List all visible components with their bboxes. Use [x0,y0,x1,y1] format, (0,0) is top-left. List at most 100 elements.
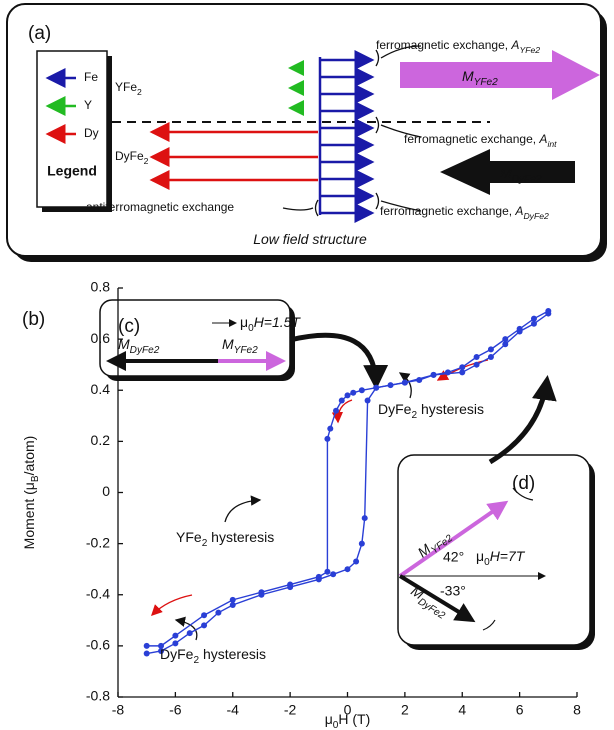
text-run: 0 [484,557,490,568]
text-run: Moment (μ [21,482,37,549]
text-run: YFe2 [234,345,258,356]
text-run: ferromagnetic exchange, [376,38,511,52]
text-run: μ [476,548,484,564]
data-point [530,320,537,327]
exchange-label: ferromagnetic exchange, Aint [404,132,557,149]
text-run: M [222,336,234,352]
data-point [324,568,331,575]
inset-d-pointer [488,375,557,465]
data-point [287,584,294,591]
panel-label: (d) [512,473,535,494]
data-point [516,328,523,335]
text-run: hysteresis [199,646,266,662]
text-run: 2 [144,156,149,166]
legend-label: Y [84,98,92,112]
text-run: ferromagnetic exchange, [404,132,539,146]
data-point [333,407,340,414]
x-tick-label: -2 [284,702,297,718]
y-axis-label: Moment (μB/atom) [21,436,41,550]
panel-label: (a) [28,23,51,44]
data-point [324,435,331,442]
annotation: DyFe2 hysteresis [378,401,484,421]
text-run: M [118,336,130,352]
data-point [487,346,494,353]
data-point [338,397,345,404]
moment-label: MDyFe2 [500,165,542,185]
y-tick-label: 0.4 [91,381,111,397]
data-point [459,369,466,376]
data-point [361,515,368,522]
y-tick-label: -0.8 [86,688,110,704]
moment-arrow-yfe2 [400,50,600,100]
text-run: DyFe2 [523,211,549,221]
text-run: DyFe2 [130,345,160,356]
text-run: H=1.5T [254,314,302,330]
text-run: ferromagnetic exchange, [380,204,515,218]
layer-label: DyFe2 [115,149,149,166]
y-tick-label: -0.6 [86,637,110,653]
data-point [315,576,322,583]
text-run: M [500,165,512,181]
legend-label: Dy [84,126,99,140]
data-point [258,591,265,598]
x-tick-label: 6 [516,702,524,718]
y-tick-label: -0.2 [86,534,110,550]
data-point [158,642,165,649]
x-tick-label: 0 [344,702,352,718]
y-tick-label: 0.8 [91,279,111,295]
text-run: μ [325,711,333,727]
x-tick-label: -8 [112,702,125,718]
moment-label: MDyFe2 [118,336,160,356]
data-point [502,341,509,348]
text-run: hysteresis [207,529,274,545]
y-tick-label: -0.4 [86,585,110,601]
moment-label: MYFe2 [222,336,258,356]
data-point [143,642,150,649]
text-run: hysteresis [417,401,484,417]
text-run: B [30,475,41,482]
inset-d-dy-arrow [398,574,476,623]
y-tick-label: 0 [102,483,110,499]
data-point [158,647,165,654]
inset-d-arcs [482,487,534,631]
text-run: 0 [248,323,254,334]
legend-label: Fe [84,70,98,84]
text-run: A [538,132,547,146]
data-point [143,650,150,657]
field-label: μ0H=1.5T [240,314,301,334]
data-point [229,596,236,603]
text-run: /atom) [21,436,37,476]
data-point [502,336,509,343]
text-run: YFe2 [519,45,540,55]
angle-label: -33° [440,583,466,599]
panel-label: (b) [22,309,45,330]
inset-d-y-arrow [398,500,509,578]
data-point [229,601,236,608]
x-tick-label: -4 [227,702,240,718]
data-point [373,384,380,391]
data-point [473,354,480,361]
data-point [459,364,466,371]
exchange-label: antiferromagnetic exchange [86,200,234,214]
data-point [358,387,365,394]
text-run: 0 [333,720,339,730]
text-run: 2 [193,655,199,666]
text-run: YFe2 [474,77,498,88]
text-run: 2 [202,538,208,549]
text-run: μ [240,314,248,330]
data-point [353,558,360,565]
x-tick-label: 4 [458,702,466,718]
data-point [430,371,437,378]
inset-c-pointer [289,332,389,390]
text-run: 2 [411,410,417,421]
text-run: YFe [115,80,137,94]
data-point [327,425,334,432]
data-point [172,632,179,639]
annotation: YFe2 hysteresis [176,529,274,549]
text-run: H (T) [338,711,370,727]
y-tick-label: 0.2 [91,432,111,448]
text-run: DyFe [378,401,412,417]
layer-label: YFe2 [115,80,142,97]
data-point [344,392,351,399]
